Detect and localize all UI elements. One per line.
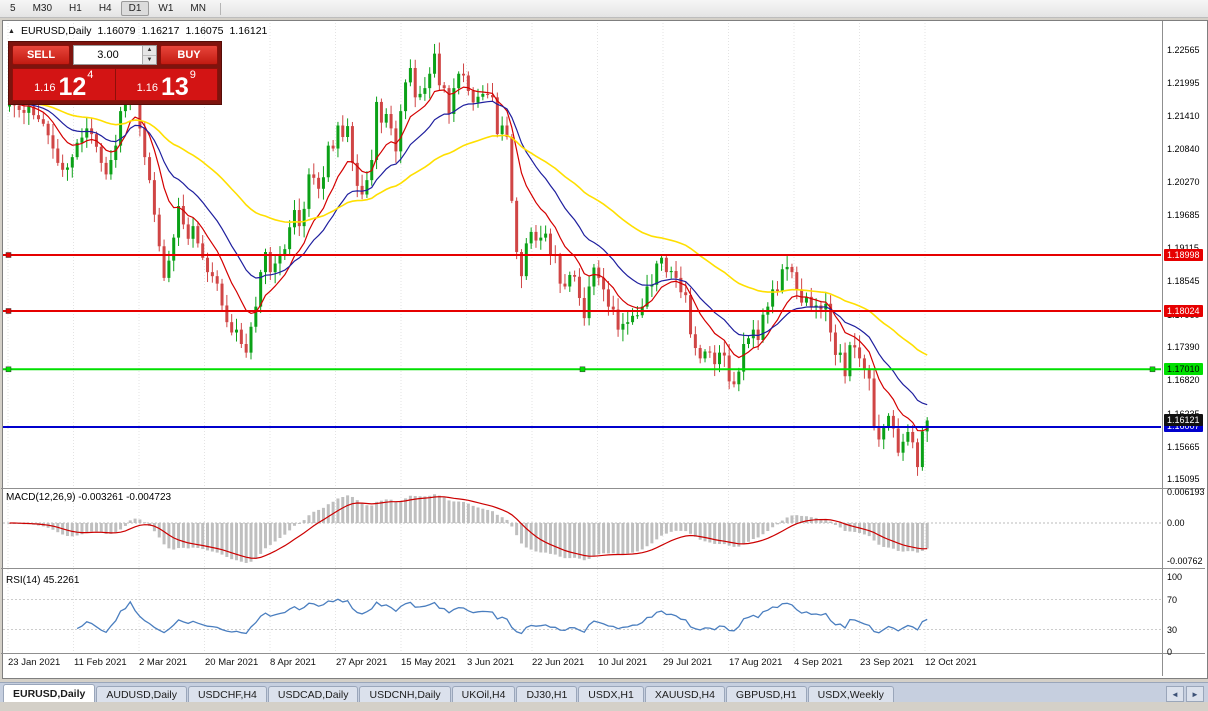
chart-tab-usdcad-daily[interactable]: USDCAD,Daily [267,686,359,702]
timeframe-button-d1[interactable]: D1 [120,1,150,16]
rsi-label: RSI(14) 45.2261 [6,575,80,586]
buy-price-pips: 13 [160,72,189,101]
ohlc-open: 1.16079 [97,25,136,37]
chart-tab-usdcnh-daily[interactable]: USDCNH,Daily [359,686,451,702]
macd-label: MACD(12,26,9) -0.003261 -0.004723 [6,492,172,503]
chart-tab-usdchf-h4[interactable]: USDCHF,H4 [187,686,267,702]
buy-price-point: 9 [189,69,196,81]
volume-input[interactable]: 3.00 [97,49,119,61]
sell-button[interactable]: SELL [12,45,70,65]
chart-tab-ukoil-h4[interactable]: UKOil,H4 [451,686,516,702]
timeframe-button-mn[interactable]: MN [190,3,206,14]
sell-price-point: 4 [87,69,94,81]
volume-down-icon[interactable]: ▼ [143,55,156,64]
timeframe-button-h4[interactable]: H4 [98,3,112,14]
chart-tab-usdx-weekly[interactable]: USDX,Weekly [807,686,894,702]
chart-tab-dj30-h1[interactable]: DJ30,H1 [516,686,578,702]
chart-tab-eurusd-daily[interactable]: EURUSD,Daily [3,684,96,702]
toolbar-separator [219,2,221,15]
tab-scroll-left-icon[interactable]: ◄ [1166,686,1184,702]
bottom-strip [0,702,1208,711]
timeframe-toolbar: 5 M30 H1 H4 D1 W1 MN [0,0,1208,18]
chart-tab-xauusd-h4[interactable]: XAUUSD,H4 [644,686,725,702]
one-click-panel-toggle-icon[interactable]: ▲ [8,27,15,35]
ohlc-close: 1.16121 [229,25,268,37]
tab-scroll-buttons: ◄ ► [1166,686,1204,702]
sell-price[interactable]: 1.16 12 4 [13,69,116,100]
buy-price-base: 1.16 [136,82,158,94]
timeframe-buttons: 5 M30 H1 H4 D1 W1 MN [2,1,215,16]
timeframe-button-w1[interactable]: W1 [158,3,174,14]
chart-tabs: EURUSD,Daily AUDUSD,Daily USDCHF,H4 USDCAD,… [3,684,895,702]
timeframe-button-h1[interactable]: H1 [69,3,82,14]
ohlc-low: 1.16075 [185,25,224,37]
tab-scroll-right-icon[interactable]: ► [1186,686,1204,702]
chart-tab-usdx-h1[interactable]: USDX,H1 [578,686,644,702]
chart-info-line: ▲ EURUSD,Daily 1.16079 1.16217 1.16075 1… [8,25,267,37]
chart-tab-audusd-daily[interactable]: AUDUSD,Daily [96,686,187,702]
buy-price[interactable]: 1.16 13 9 [116,69,218,100]
chart-symbol-period: EURUSD,Daily [20,25,92,37]
volume-box: 3.00 ▲ ▼ [73,45,157,65]
volume-stepper: ▲ ▼ [142,46,156,64]
volume-up-icon[interactable]: ▲ [143,46,156,56]
buy-button[interactable]: BUY [160,45,218,65]
timeframe-button-5[interactable]: 5 [10,3,16,14]
sell-price-pips: 12 [58,72,87,101]
chart-tab-bar: EURUSD,Daily AUDUSD,Daily USDCHF,H4 USDCAD,… [0,682,1208,702]
sell-price-base: 1.16 [34,82,56,94]
timeframe-button-m30[interactable]: M30 [32,3,53,14]
ohlc-high: 1.16217 [141,25,180,37]
one-click-trading-panel: SELL 3.00 ▲ ▼ BUY 1.16 12 4 1.16 13 9 [8,41,222,105]
chart-tab-gbpusd-h1[interactable]: GBPUSD,H1 [725,686,807,702]
chart-window[interactable] [2,20,1208,679]
